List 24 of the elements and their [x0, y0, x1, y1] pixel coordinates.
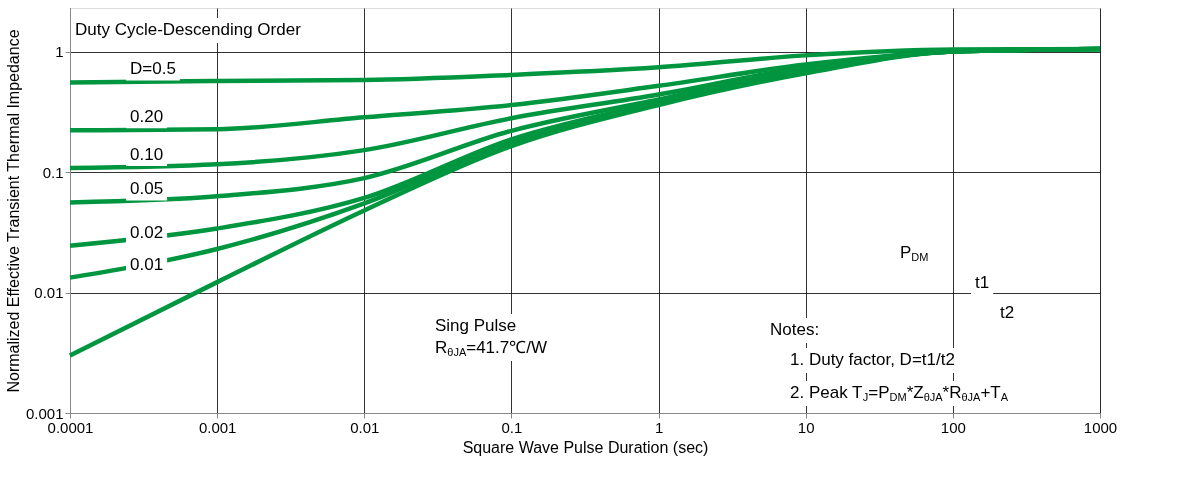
- x-axis-title: Square Wave Pulse Duration (sec): [462, 438, 709, 456]
- series-label: 0.20: [130, 107, 164, 127]
- x-tick-label: 0.001: [198, 418, 237, 436]
- annotation: Sing Pulse: [435, 316, 517, 335]
- x-tick-label: 1: [654, 418, 664, 436]
- y-tick-label: 1: [55, 43, 64, 61]
- annotation: t2: [1000, 303, 1015, 322]
- series-label: D=0.5: [130, 59, 176, 79]
- series-label: 0.01: [130, 254, 164, 274]
- series-label: 0.02: [130, 222, 164, 242]
- y-axis-title: Normalized Effective Transient Thermal Impedance: [4, 29, 22, 393]
- x-tick-label: 100: [940, 418, 966, 436]
- series-label: 0.10: [130, 145, 164, 165]
- x-tick-label: 0.01: [350, 418, 380, 436]
- x-tick-label: 1000: [1083, 418, 1118, 436]
- annotation: 1. Duty factor, D=t1/t2: [790, 350, 955, 369]
- annotation: Duty Cycle-Descending Order: [75, 20, 302, 39]
- series-label: 0.05: [130, 179, 164, 199]
- x-tick-label: 0.1: [501, 418, 523, 436]
- annotation: t1: [975, 273, 990, 292]
- x-tick-label: 10: [797, 418, 815, 436]
- y-tick-label: 0.1: [42, 163, 64, 181]
- annotation: Notes:: [770, 320, 820, 339]
- y-tick-label: 0.01: [34, 284, 64, 302]
